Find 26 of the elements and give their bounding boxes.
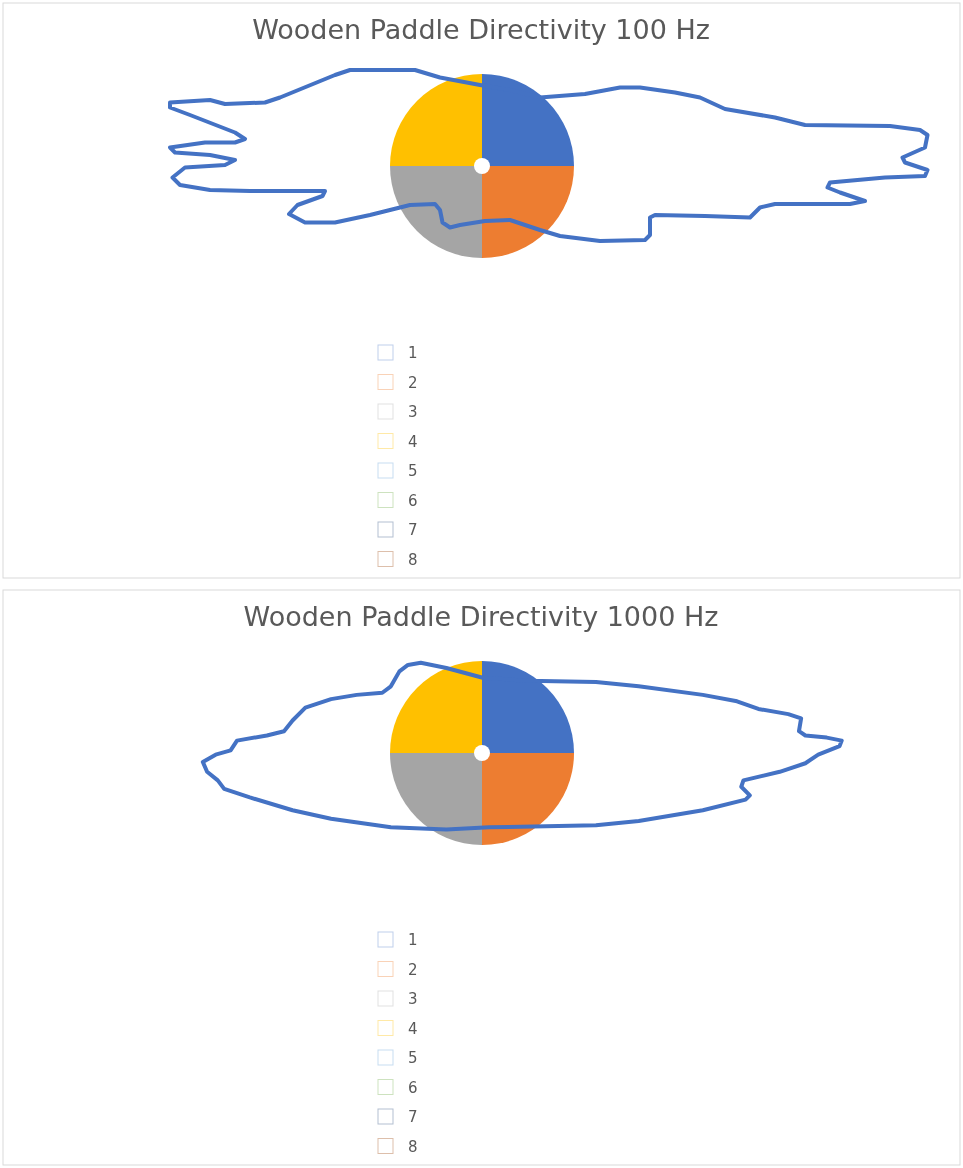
- legend-label: 4: [408, 1019, 418, 1038]
- legend-label: 3: [408, 403, 418, 421]
- pie-slice: [482, 74, 574, 166]
- legend-label: 2: [408, 960, 418, 979]
- legend-label: 7: [408, 1108, 418, 1126]
- legend-label: 3: [408, 990, 418, 1008]
- legend-label: 6: [408, 1078, 418, 1097]
- pie-slice: [482, 166, 574, 258]
- legend-label: 4: [408, 432, 418, 451]
- legend-label: 2: [408, 373, 418, 392]
- pie-slice: [390, 661, 482, 753]
- chart-title: Wooden Paddle Directivity 100 Hz: [252, 14, 710, 45]
- pie-slice: [390, 74, 482, 166]
- legend-label: 5: [408, 1049, 418, 1067]
- legend-label: 5: [408, 462, 418, 480]
- legend-label: 6: [408, 491, 418, 510]
- pie-slice: [482, 661, 574, 753]
- legend-label: 7: [408, 521, 418, 539]
- legend-label: 1: [408, 344, 418, 362]
- legend-label: 8: [408, 1137, 418, 1156]
- legend-label: 1: [408, 931, 418, 949]
- chart-title: Wooden Paddle Directivity 1000 Hz: [243, 601, 719, 632]
- pie-slice: [390, 166, 482, 258]
- pie-slice: [482, 753, 574, 845]
- pie-slice: [390, 753, 482, 845]
- legend-label: 8: [408, 550, 418, 569]
